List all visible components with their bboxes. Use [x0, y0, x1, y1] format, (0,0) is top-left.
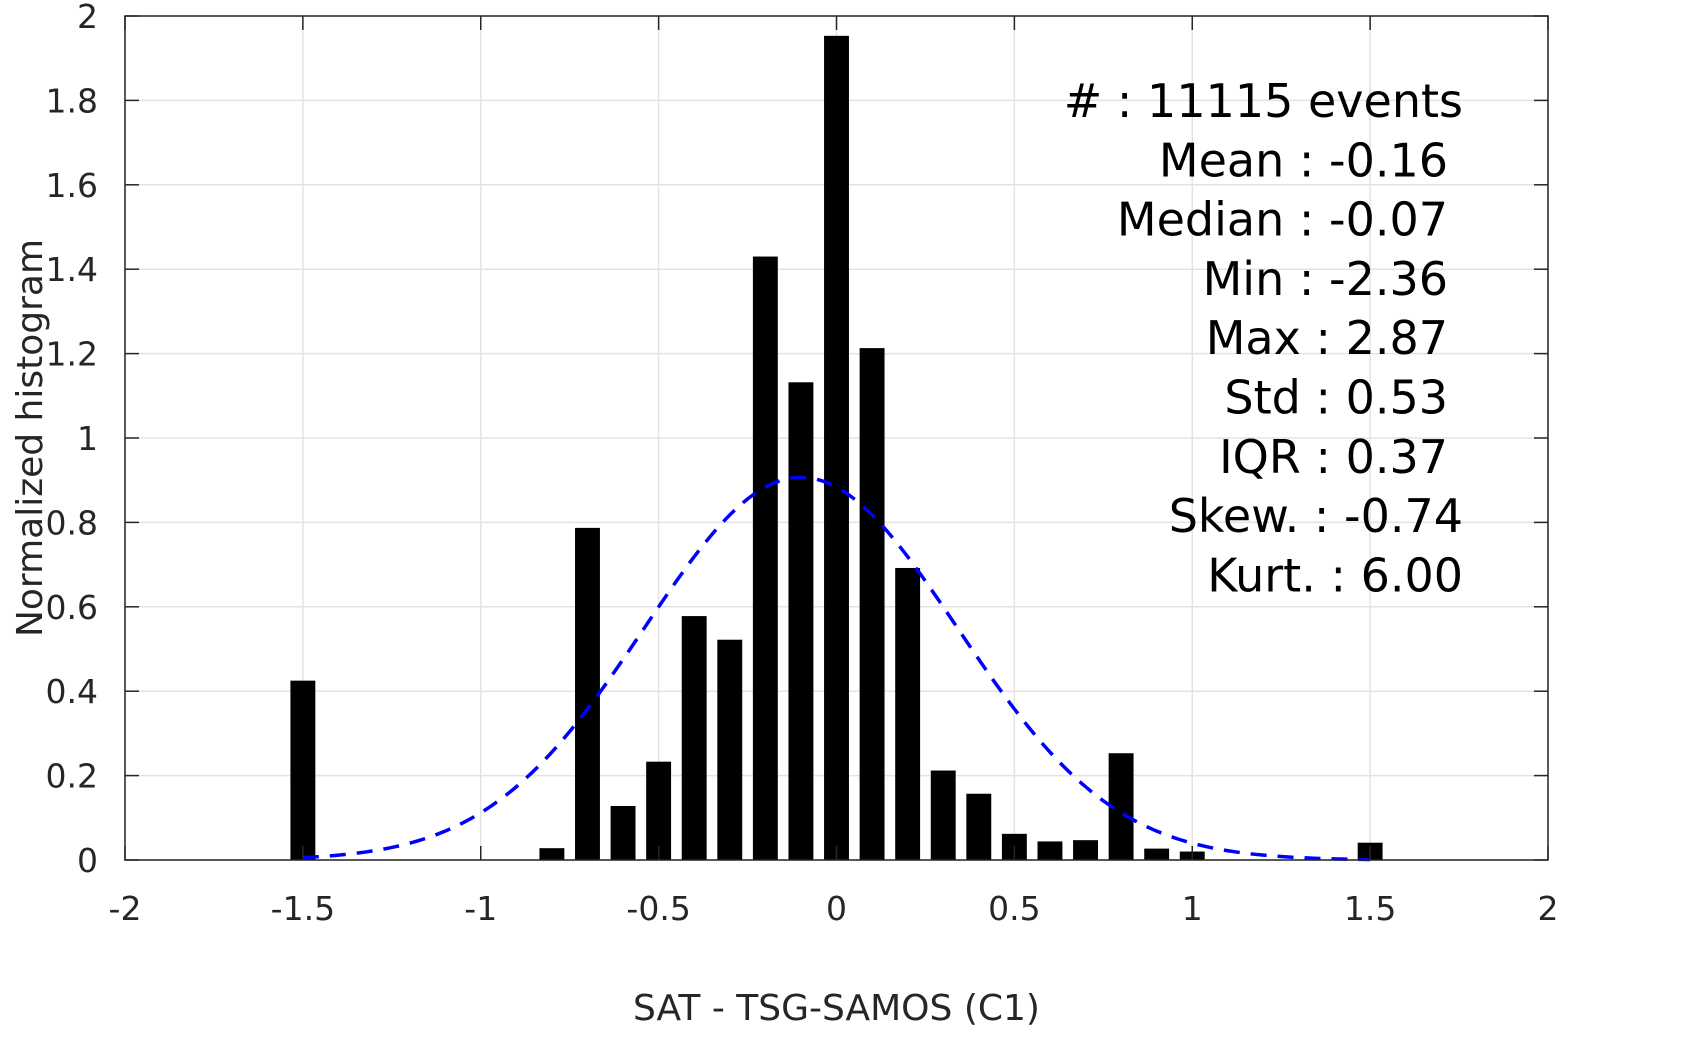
- histogram-bar: [788, 382, 814, 860]
- histogram-bars: [290, 35, 1383, 861]
- stat-iqr: IQR : 0.37: [1219, 430, 1448, 484]
- y-tick-label: 1.8: [46, 81, 98, 120]
- stat-median: Median : -0.07: [1117, 193, 1448, 247]
- y-tick-label: 0.2: [46, 757, 98, 796]
- x-tick-label: 0: [826, 889, 847, 928]
- histogram-bar: [646, 761, 672, 860]
- x-axis-label: SAT - TSG-SAMOS (C1): [633, 988, 1040, 1029]
- y-tick-label: 0.6: [46, 588, 98, 627]
- y-tick-label: 1.6: [46, 166, 98, 205]
- histogram-bar: [966, 793, 992, 860]
- y-tick-label: 1: [77, 419, 98, 458]
- histogram-bar: [1037, 841, 1063, 860]
- y-tick-label: 0.8: [46, 503, 98, 542]
- histogram-bar: [539, 848, 565, 860]
- y-tick-label: 0.4: [46, 672, 98, 711]
- x-tick-label: 1: [1182, 889, 1203, 928]
- histogram-bar: [575, 527, 600, 860]
- x-tick-labels: -2 -1.5 -1 -0.5 0 0.5 1 1.5 2: [109, 889, 1559, 928]
- y-tick-label: 0: [77, 841, 98, 880]
- histogram-bar: [824, 35, 849, 861]
- y-tick-labels: 0 0.2 0.4 0.6 0.8 1 1.2 1.4 1.6 1.8 2: [46, 0, 98, 880]
- histogram-bar: [895, 567, 921, 860]
- stat-skew: Skew. : -0.74: [1169, 489, 1463, 543]
- x-tick-label: 1.5: [1344, 889, 1396, 928]
- x-tick-label: -0.5: [626, 889, 690, 928]
- stat-min: Min : -2.36: [1203, 252, 1448, 306]
- histogram-bar: [1144, 848, 1170, 860]
- histogram-bar: [859, 348, 885, 860]
- stat-std: Std : 0.53: [1224, 371, 1448, 425]
- x-tick-label: 2: [1538, 889, 1559, 928]
- x-tick-label: -2: [109, 889, 142, 928]
- stat-mean: Mean : -0.16: [1159, 133, 1448, 187]
- x-tick-label: -1: [464, 889, 497, 928]
- histogram-bar: [1073, 840, 1098, 860]
- histogram-bar: [681, 616, 707, 860]
- y-axis-label: Normalized histogram: [10, 239, 51, 637]
- stat-kurt: Kurt. : 6.00: [1207, 548, 1463, 602]
- stat-max: Max : 2.87: [1206, 311, 1448, 365]
- y-tick-label: 1.4: [46, 250, 98, 289]
- histogram-bar: [610, 805, 636, 860]
- x-tick-label: 0.5: [988, 889, 1040, 928]
- x-tick-label: -1.5: [271, 889, 335, 928]
- histogram-bar: [752, 256, 778, 860]
- axis-ticks: [124, 15, 1549, 861]
- y-tick-label: 2: [77, 0, 98, 36]
- histogram-bar: [717, 639, 743, 860]
- stats-annotation: # : 11115 events Mean : -0.16 Median : -…: [1064, 74, 1463, 602]
- y-tick-label: 1.2: [46, 335, 98, 374]
- histogram-bar: [930, 770, 956, 860]
- histogram-bar: [290, 680, 316, 860]
- stat-count: # : 11115 events: [1064, 74, 1463, 128]
